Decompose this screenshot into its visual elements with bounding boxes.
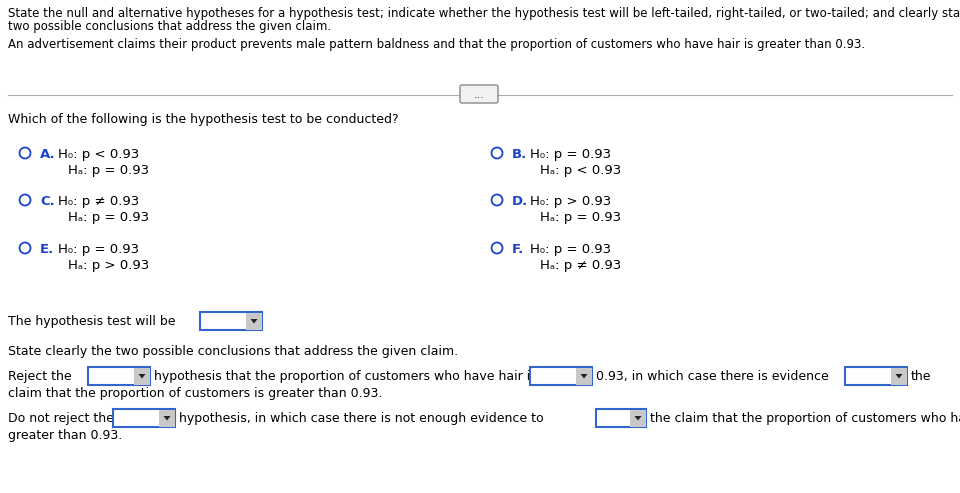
Text: hypothesis that the proportion of customers who have hair is: hypothesis that the proportion of custom… — [154, 370, 537, 383]
Text: F.: F. — [512, 243, 524, 256]
Polygon shape — [138, 374, 146, 379]
Text: hypothesis, in which case there is not enough evidence to: hypothesis, in which case there is not e… — [179, 412, 543, 425]
FancyBboxPatch shape — [630, 410, 645, 426]
Text: An advertisement claims their product prevents male pattern baldness and that th: An advertisement claims their product pr… — [8, 38, 865, 51]
Text: Hₐ: p = 0.93: Hₐ: p = 0.93 — [68, 211, 149, 224]
Text: Hₐ: p < 0.93: Hₐ: p < 0.93 — [540, 164, 621, 177]
Text: D.: D. — [512, 195, 528, 208]
Text: Which of the following is the hypothesis test to be conducted?: Which of the following is the hypothesis… — [8, 113, 398, 126]
Polygon shape — [581, 374, 588, 379]
Text: Hₐ: p = 0.93: Hₐ: p = 0.93 — [540, 211, 621, 224]
Text: greater than 0.93.: greater than 0.93. — [8, 429, 122, 442]
Circle shape — [19, 147, 31, 159]
Circle shape — [492, 147, 502, 159]
Text: State the null and alternative hypotheses for a hypothesis test; indicate whethe: State the null and alternative hypothese… — [8, 7, 960, 20]
Text: The hypothesis test will be: The hypothesis test will be — [8, 315, 176, 328]
Text: State clearly the two possible conclusions that address the given claim.: State clearly the two possible conclusio… — [8, 345, 458, 358]
FancyBboxPatch shape — [246, 313, 261, 329]
FancyBboxPatch shape — [891, 367, 906, 385]
FancyBboxPatch shape — [200, 312, 262, 330]
Polygon shape — [163, 416, 171, 421]
Text: H₀: p < 0.93: H₀: p < 0.93 — [58, 148, 139, 161]
Text: E.: E. — [40, 243, 55, 256]
Text: Hₐ: p = 0.93: Hₐ: p = 0.93 — [68, 164, 149, 177]
Circle shape — [492, 195, 502, 206]
Text: H₀: p > 0.93: H₀: p > 0.93 — [530, 195, 612, 208]
Text: claim that the proportion of customers is greater than 0.93.: claim that the proportion of customers i… — [8, 387, 382, 400]
Circle shape — [492, 243, 502, 253]
Polygon shape — [896, 374, 902, 379]
FancyBboxPatch shape — [460, 85, 498, 103]
Text: A.: A. — [40, 148, 56, 161]
Text: 0.93, in which case there is evidence: 0.93, in which case there is evidence — [596, 370, 828, 383]
FancyBboxPatch shape — [596, 409, 646, 427]
Text: B.: B. — [512, 148, 527, 161]
Text: H₀: p = 0.93: H₀: p = 0.93 — [530, 243, 612, 256]
Text: C.: C. — [40, 195, 55, 208]
FancyBboxPatch shape — [530, 367, 592, 385]
FancyBboxPatch shape — [845, 367, 907, 385]
FancyBboxPatch shape — [88, 367, 150, 385]
Text: Hₐ: p > 0.93: Hₐ: p > 0.93 — [68, 259, 149, 272]
FancyBboxPatch shape — [159, 410, 175, 426]
FancyBboxPatch shape — [134, 367, 150, 385]
Circle shape — [19, 195, 31, 206]
Text: two possible conclusions that address the given claim.: two possible conclusions that address th… — [8, 20, 331, 33]
FancyBboxPatch shape — [113, 409, 175, 427]
Text: Do not reject the: Do not reject the — [8, 412, 114, 425]
Polygon shape — [251, 319, 257, 323]
Text: Hₐ: p ≠ 0.93: Hₐ: p ≠ 0.93 — [540, 259, 621, 272]
Text: H₀: p = 0.93: H₀: p = 0.93 — [530, 148, 612, 161]
Text: H₀: p ≠ 0.93: H₀: p ≠ 0.93 — [58, 195, 139, 208]
FancyBboxPatch shape — [576, 367, 591, 385]
Text: ...: ... — [473, 90, 485, 100]
Text: the: the — [911, 370, 931, 383]
Text: the claim that the proportion of customers who have hair is: the claim that the proportion of custome… — [650, 412, 960, 425]
Polygon shape — [635, 416, 641, 421]
Text: Reject the: Reject the — [8, 370, 72, 383]
Text: H₀: p = 0.93: H₀: p = 0.93 — [58, 243, 139, 256]
Circle shape — [19, 243, 31, 253]
